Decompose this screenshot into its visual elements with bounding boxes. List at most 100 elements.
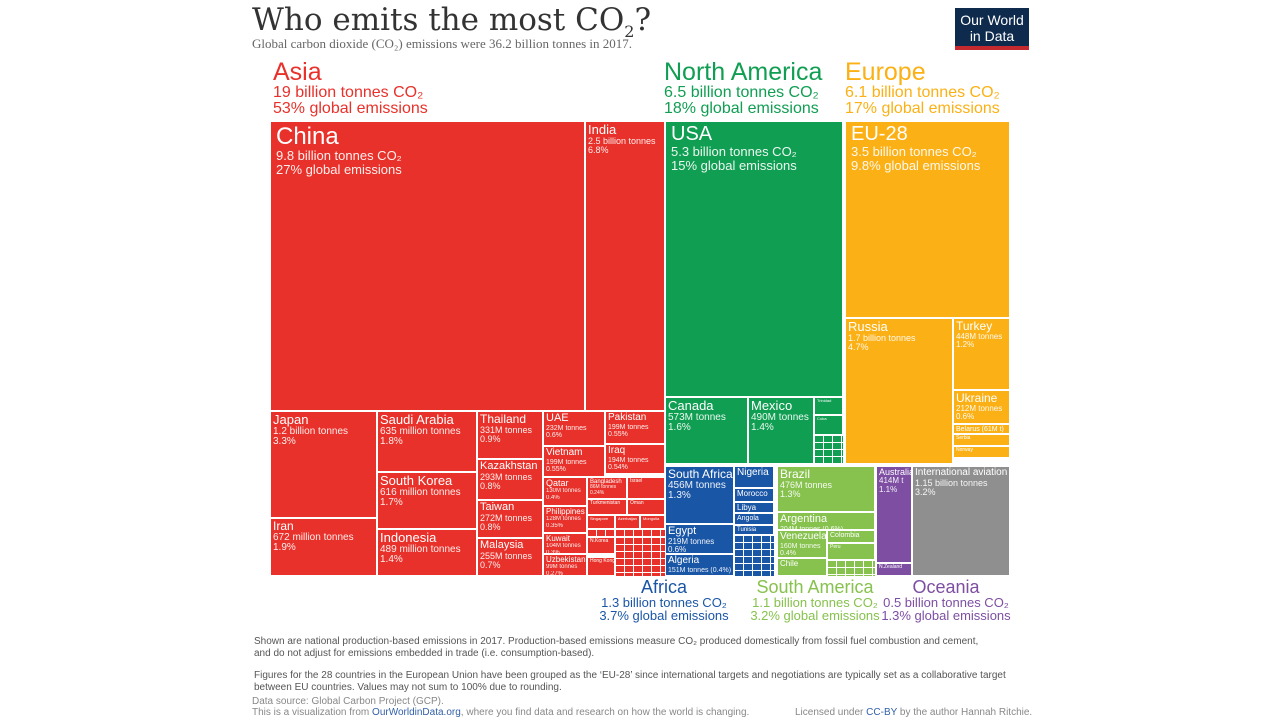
tile-international-aviation-shipping[interactable]: International aviation & shipping1.15 bi… — [912, 466, 1010, 576]
tile-share: 1.3% — [668, 490, 691, 502]
tile-share: 0.6% — [956, 411, 975, 421]
tile-kazakhstan[interactable]: Kazakhstan 293M tonnes 0.8% — [477, 459, 543, 500]
region-total: 1.3 billion tonnes CO₂ — [601, 595, 727, 610]
tile-eu-28[interactable]: EU-28 3.5 billion tonnes CO₂ 9.8% global e… — [845, 121, 1010, 318]
credit-prefix: This is a visualization from — [252, 707, 373, 718]
tile-peru[interactable]: Peru — [827, 543, 875, 560]
region-label-asia: Asia 19 billion tonnes CO₂ 53% global em… — [273, 60, 428, 117]
tile-cuba[interactable]: Cuba — [814, 415, 843, 435]
tile-name: Norway — [956, 447, 973, 453]
tile-belarus-61m-t[interactable]: Belarus (61M t) — [953, 424, 1010, 434]
tile-name: Canada — [668, 398, 714, 413]
tile-thailand[interactable]: Thailand 331M tonnes 0.9% — [477, 411, 543, 459]
logo-line-2: in Data — [969, 28, 1015, 44]
tile-philippines[interactable]: Philippines 128M tonnes 0.35% — [543, 506, 587, 533]
tile-south-africa[interactable]: South Africa 456M tonnes 1.3% — [665, 466, 734, 524]
tile-colombia[interactable]: Colombia — [827, 530, 875, 543]
tile-value: 616 million tonnes — [380, 486, 461, 498]
tile-name: EU-28 — [851, 123, 908, 145]
tile-name: Taiwan — [480, 501, 515, 513]
tile-oman[interactable]: Oman — [627, 499, 665, 515]
tile-norway[interactable]: Norway — [953, 446, 1010, 458]
tile-bangladesh[interactable]: Bangladesh 86M tonnes 0.24% — [587, 477, 627, 499]
tile-name: Chile — [780, 559, 799, 568]
tile-taiwan[interactable]: Taiwan 272M tonnes 0.8% — [477, 500, 543, 538]
tile-russia[interactable]: Russia 1.7 billion tonnes 4.7% — [845, 318, 953, 464]
tile-name: Ukraine — [956, 391, 998, 405]
tile-kuwait[interactable]: Kuwait 104M tonnes 0.3% — [543, 533, 587, 554]
tile-india[interactable]: India 2.5 billion tonnes 6.8% — [585, 121, 665, 411]
tile-qatar[interactable]: Qatar 130M tonnes 0.4% — [543, 477, 587, 506]
tile-name: Oman — [630, 500, 644, 506]
tile-saudi-arabia[interactable]: Saudi Arabia 635 million tonnes 1.8% — [377, 411, 477, 472]
region-share: 18% global emissions — [664, 100, 819, 117]
tile-n-korea[interactable]: N.Korea — [587, 537, 615, 554]
tile-value: 199M tonnes — [608, 423, 649, 431]
tile-value: 160M tonnes — [780, 542, 821, 550]
tile-morocco[interactable]: Morocco — [734, 488, 774, 502]
tile-canada[interactable]: Canada 573M tonnes 1.6% — [665, 397, 748, 464]
region-share: 1.3% global emissions — [881, 608, 1011, 623]
tile-south-korea[interactable]: South Korea 616 million tonnes 1.7% — [377, 472, 477, 529]
tile-uzbekistan[interactable]: Uzbekistan 99M tonnes 0.27% — [543, 554, 587, 576]
tile-name: Turkmenistan — [590, 500, 621, 506]
tile-name: Serbia — [956, 435, 971, 441]
tile-name: Angola — [737, 515, 759, 522]
region-share: 53% global emissions — [273, 100, 428, 117]
tile-trinidad[interactable]: Trinidad — [814, 397, 843, 415]
tile-share: 0.35% — [546, 522, 564, 529]
tile-value: 272M tonnes — [480, 512, 533, 523]
tile-hong-kong[interactable]: Hong Kong — [587, 557, 615, 576]
tile-value: 99M tonnes — [546, 564, 578, 571]
tile-turkey[interactable]: Turkey 448M tonnes 1.2% — [953, 318, 1010, 390]
tile-uae[interactable]: UAE 232M tonnes 0.6% — [543, 411, 605, 446]
tile-libya[interactable]: Libya — [734, 502, 774, 513]
tile-name: Saudi Arabia — [380, 412, 454, 427]
tile-value: 1.2 billion tonnes — [273, 425, 349, 437]
tile-name: Qatar — [546, 478, 569, 488]
tile-ukraine[interactable]: Ukraine 212M tonnes 0.6% — [953, 390, 1010, 424]
tile-australia[interactable]: Australia 414M t 1.1% — [876, 466, 912, 563]
tile-venezuela[interactable]: Venezuela 160M tonnes 0.4% — [777, 530, 827, 558]
tile-japan[interactable]: Japan 1.2 billion tonnes 3.3% — [270, 411, 377, 518]
tile-vietnam[interactable]: Vietnam 199M tonnes 0.55% — [543, 446, 605, 477]
tile-n-zealand[interactable]: N.Zealand — [876, 563, 912, 576]
tile-iraq[interactable]: Iraq 194M tonnes 0.54% — [605, 444, 665, 474]
tile-nigeria[interactable]: Nigeria — [734, 466, 774, 488]
tile-value: 1.7 billion tonnes — [848, 332, 916, 343]
tile-singapore[interactable]: Singapore — [587, 515, 615, 529]
tile-value: 573M tonnes — [668, 411, 726, 423]
tile-name: Hong Kong — [590, 558, 615, 564]
tile-value: 489 million tonnes — [380, 543, 461, 555]
data-source: Data source: Global Carbon Project (GCP)… — [252, 696, 444, 707]
tile-iran[interactable]: Iran 672 million tonnes 1.9% — [270, 518, 377, 576]
tile-name: South Korea — [380, 473, 453, 488]
owid-link[interactable]: OurWorldinData.org — [372, 707, 461, 718]
license-link[interactable]: CC-BY — [866, 707, 898, 718]
tile-angola[interactable]: Angola — [734, 513, 774, 525]
tile-turkmenistan[interactable]: Turkmenistan — [587, 499, 627, 515]
tile-argentina[interactable]: Argentina 204M tonnes (0.6%) — [777, 512, 875, 530]
tile-malaysia[interactable]: Malaysia 255M tonnes 0.7% — [477, 538, 543, 576]
tile-egypt[interactable]: Egypt 219M tonnes 0.6% — [665, 524, 734, 554]
tile-indonesia[interactable]: Indonesia 489 million tonnes 1.4% — [377, 529, 477, 576]
tile-share: 0.7% — [480, 559, 501, 570]
region-total: 1.1 billion tonnes CO₂ — [752, 595, 878, 610]
tile-algeria[interactable]: Algeria 151M tonnes (0.4%) — [665, 554, 734, 576]
owid-logo[interactable]: Our World in Data — [955, 8, 1029, 50]
tile-china[interactable]: China 9.8 billion tonnes CO₂ 27% global em… — [270, 121, 585, 411]
tile-mexico[interactable]: Mexico 490M tonnes 1.4% — [748, 397, 814, 464]
region-label-north-america: North America 6.5 billion tonnes CO₂ 18%… — [664, 60, 822, 117]
credit-suffix: , where you find data and research on ho… — [460, 707, 750, 718]
region-share: 3.7% global emissions — [599, 608, 729, 623]
tile-chile[interactable]: Chile — [777, 558, 827, 576]
tile-serbia[interactable]: Serbia — [953, 434, 1010, 446]
tile-share: 15% global emissions — [671, 157, 797, 173]
tile-azerbaijan[interactable]: Azerbaijan — [615, 515, 640, 529]
tile-brazil[interactable]: Brazil 476M tonnes 1.3% — [777, 466, 875, 512]
tile-israel[interactable]: Israel — [627, 477, 665, 499]
tile-usa[interactable]: USA 5.3 billion tonnes CO₂ 15% global emis… — [665, 121, 843, 397]
tile-pakistan[interactable]: Pakistan 199M tonnes 0.55% — [605, 411, 665, 444]
tile-mongolia[interactable]: Mongolia — [640, 515, 665, 529]
tile-tunisia[interactable]: Tunisia — [734, 525, 774, 535]
